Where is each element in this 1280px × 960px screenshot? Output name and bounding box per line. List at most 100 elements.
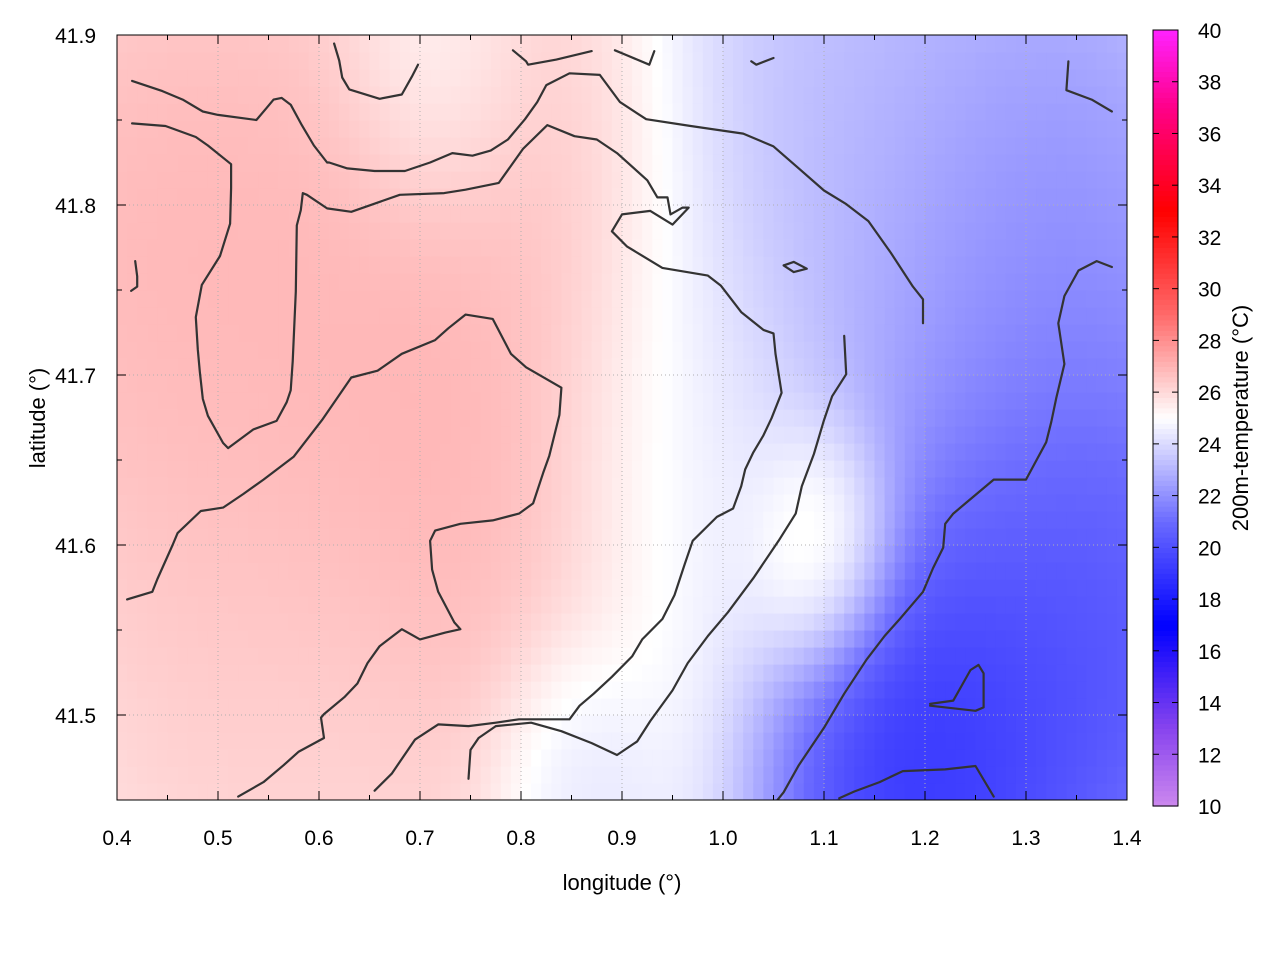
heatmap-cell [894,290,906,308]
heatmap-cell [975,69,987,87]
heatmap-cell [813,613,825,631]
heatmap-cell [601,120,613,138]
heatmap-cell [490,188,502,206]
heatmap-cell [1076,613,1088,631]
heatmap-cell [803,477,815,495]
heatmap-cell [702,341,714,359]
heatmap-cell [561,579,573,597]
heatmap-cell [773,426,785,444]
heatmap-cell [1086,766,1098,784]
heatmap-cell [541,766,552,784]
heatmap-cell [238,256,249,274]
heatmap-cell [1015,749,1027,767]
heatmap-cell [510,494,522,512]
heatmap-cell [1005,630,1017,648]
heatmap-cell [824,409,835,427]
heatmap-cell [874,86,886,104]
heatmap-cell [995,766,1007,784]
heatmap-cell [813,375,825,393]
heatmap-cell [187,545,199,563]
heatmap-cell [420,647,431,665]
heatmap-cell [1116,239,1127,257]
heatmap-cell [763,409,775,427]
heatmap-cell [945,341,956,359]
heatmap-cell [783,120,795,138]
heatmap-cell [147,307,158,325]
heatmap-cell [965,120,977,138]
heatmap-cell [1106,154,1118,172]
heatmap-cell [1086,443,1098,461]
heatmap-cell [632,579,643,597]
heatmap-cell [894,69,906,87]
heatmap-cell [319,732,330,750]
colorbar-segment [1153,562,1178,569]
heatmap-cell [278,783,290,800]
heatmap-cell [218,35,229,53]
heatmap-cell [813,783,825,800]
heatmap-cell [733,698,744,716]
heatmap-cell [389,681,401,699]
heatmap-cell [652,273,663,291]
heatmap-cell [1005,749,1017,767]
heatmap-cell [652,35,663,53]
heatmap-cell [702,681,714,699]
heatmap-cell [975,664,987,682]
heatmap-cell [167,681,179,699]
heatmap-cell [127,596,138,614]
heatmap-cell [480,443,492,461]
heatmap-cell [692,477,704,495]
heatmap-cell [1086,239,1098,257]
heatmap-cell [581,69,593,87]
heatmap-cell [440,307,451,325]
heatmap-cell [399,324,411,342]
heatmap-cell [409,256,421,274]
heatmap-cell [1036,562,1047,580]
heatmap-cell [571,664,583,682]
heatmap-cell [157,613,169,631]
heatmap-cell [420,239,431,257]
heatmap-cell [723,290,734,308]
heatmap-cell [793,732,805,750]
heatmap-cell [177,324,189,342]
heatmap-cell [207,698,219,716]
heatmap-cell [1005,596,1017,614]
heatmap-cell [652,222,663,240]
heatmap-cell [864,307,876,325]
heatmap-cell [773,256,785,274]
contour-line [1065,60,1113,113]
heatmap-cell [1036,358,1047,376]
heatmap-cell [632,103,643,121]
heatmap-cell [854,324,865,342]
heatmap-cell [672,545,684,563]
heatmap-cell [319,664,330,682]
colorbar-segment [1153,76,1178,83]
heatmap-cell [480,613,492,631]
heatmap-cell [1076,766,1088,784]
heatmap-cell [773,460,785,478]
heatmap-cell [349,426,360,444]
heatmap-cell [702,766,714,784]
heatmap-cell [733,732,744,750]
heatmap-cell [914,35,926,53]
heatmap-cell [541,205,552,223]
heatmap-cell [278,69,290,87]
colorbar-segment [1153,749,1178,755]
heatmap-cell [834,341,845,359]
heatmap-cell [723,613,734,631]
heatmap-cell [925,783,936,800]
heatmap-cell [561,52,573,70]
heatmap-cell [440,35,451,53]
heatmap-cell [682,392,694,410]
heatmap-cell [339,664,350,682]
heatmap-cell [864,171,876,189]
heatmap-cell [248,749,259,767]
heatmap-cell [783,579,795,597]
heatmap-cell [591,579,603,597]
heatmap-cell [1056,443,1067,461]
heatmap-cell [359,715,371,733]
heatmap-cell [935,341,946,359]
heatmap-cell [783,341,795,359]
heatmap-cell [622,681,633,699]
heatmap-cell [288,222,300,240]
heatmap-cell [430,681,441,699]
